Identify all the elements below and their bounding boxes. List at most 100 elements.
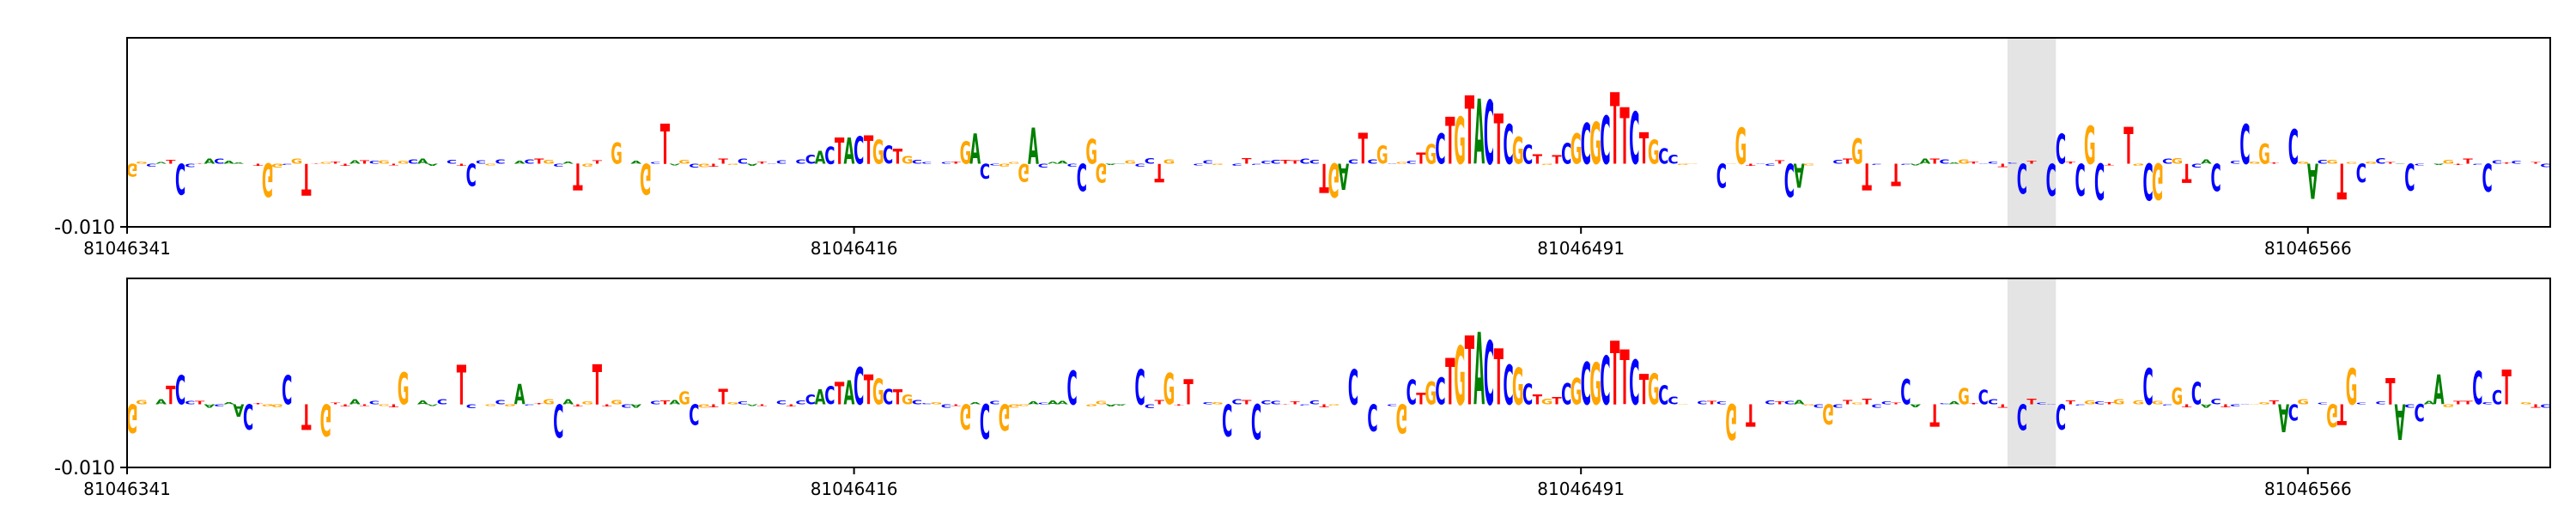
logo-letter-C: C — [1600, 344, 1610, 421]
logo-letter-A: A — [1057, 161, 1069, 165]
logo-letter-C: C — [1251, 393, 1261, 449]
logo-letter-G: G — [2172, 158, 2184, 167]
logo-letter-T: T — [166, 159, 176, 165]
logo-letter-A: A — [2423, 400, 2434, 406]
logo-letter-T: T — [893, 385, 903, 409]
logo-letter-G: G — [2249, 162, 2261, 165]
logo-letter-A: A — [1473, 314, 1485, 429]
logo-letter-G: G — [1008, 403, 1020, 409]
logo-letter-T: T — [311, 163, 320, 164]
logo-letter-A: A — [2201, 158, 2212, 166]
logo-letter-C: C — [1988, 161, 1998, 164]
logo-letter-G: G — [543, 399, 555, 406]
logo-letter-G: G — [2249, 404, 2261, 405]
logo-letter-T: T — [1242, 157, 1251, 166]
logo-letter-A: A — [2433, 163, 2445, 165]
logo-letter-G: G — [698, 403, 710, 408]
logo-letter-G: G — [1589, 352, 1601, 418]
logo-letter-T: T — [1930, 158, 1940, 166]
logo-letter-G: G — [504, 404, 516, 407]
logo-letter-C: C — [824, 383, 835, 411]
logo-letter-C: C — [689, 397, 699, 430]
logo-letter-A: A — [1794, 399, 1805, 406]
logo-letter-C: C — [1348, 159, 1358, 166]
logo-letter-A: A — [630, 403, 641, 408]
logo-letter-A: A — [844, 375, 855, 413]
axes-frame — [126, 278, 2551, 468]
logo-letter-A: A — [1105, 163, 1117, 165]
logo-letter-A: A — [562, 162, 574, 165]
logo-letter-A: A — [815, 149, 826, 168]
logo-letter-T: T — [573, 155, 582, 198]
logo-letter-A: A — [2201, 403, 2212, 408]
logo-letter-A: A — [747, 404, 759, 406]
logo-letter-T: T — [951, 161, 961, 164]
logo-letter-T: T — [660, 400, 671, 406]
logo-letter-C: C — [369, 160, 380, 164]
logo-letter-T: T — [719, 158, 729, 166]
logo-letter-G: G — [291, 158, 303, 167]
axes-frame — [126, 37, 2551, 228]
logo-letter-C: C — [2210, 398, 2221, 406]
highlight-region — [2007, 38, 2057, 227]
logo-letter-G: G — [1735, 119, 1747, 177]
logo-letter-T: T — [1891, 156, 1900, 192]
logo-letter-C: C — [466, 156, 477, 192]
logo-letter-A: A — [417, 399, 428, 406]
logo-letter-T: T — [1998, 403, 2008, 408]
logo-letter-G: G — [1571, 127, 1583, 174]
logo-letter-C: C — [1871, 403, 1881, 409]
x-tick-label: 81046341 — [83, 238, 171, 259]
logo-letter-C: C — [1203, 402, 1213, 406]
logo-letter-C: C — [1900, 373, 1911, 413]
logo-letter-C: C — [2404, 155, 2415, 198]
logo-letter-T: T — [195, 400, 205, 406]
logo-letter-C: C — [1231, 399, 1242, 406]
logo-letter-G: G — [1454, 105, 1466, 180]
logo-letter-C: C — [1231, 163, 1242, 167]
logo-letter-C: C — [1145, 403, 1155, 409]
logo-letter-C: C — [2191, 376, 2202, 412]
logo-letter-T: T — [253, 163, 264, 167]
logo-letter-C: C — [2288, 399, 2299, 424]
logo-letter-C: C — [2007, 162, 2017, 164]
logo-letter-C: C — [1203, 160, 1213, 165]
logo-letter-A: A — [815, 385, 826, 409]
logo-letter-A: A — [969, 402, 981, 406]
logo-letter-G: G — [1212, 401, 1224, 405]
logo-letter-C: C — [980, 393, 990, 449]
logo-letter-A: A — [514, 380, 526, 412]
logo-letter-C: C — [2511, 160, 2521, 164]
logo-letter-A: A — [1920, 158, 1932, 166]
logo-letter-C: C — [2142, 359, 2153, 418]
logo-letter-C: C — [1697, 400, 1707, 406]
logo-letter-C: C — [1348, 360, 1358, 416]
logo-letter-G: G — [1396, 162, 1408, 164]
logo-letter-A: A — [204, 403, 216, 408]
logo-letter-G: G — [678, 159, 690, 165]
logo-letter-C: C — [2239, 113, 2250, 177]
logo-letter-T: T — [2269, 162, 2279, 164]
logo-letter-G: G — [1589, 111, 1601, 178]
logo-letter-T: T — [1533, 151, 1543, 167]
logo-letter-T: T — [2026, 399, 2036, 407]
logo-letter-C: C — [1668, 395, 1678, 407]
logo-letter-G: G — [1212, 163, 1224, 165]
logo-letter-G: G — [2258, 401, 2270, 406]
logo-letter-C: C — [2094, 400, 2105, 405]
logo-letter-C: C — [2482, 155, 2493, 199]
logo-letter-A: A — [1028, 119, 1039, 177]
logo-letter-C: C — [2017, 395, 2027, 436]
logo-letter-C: C — [1387, 163, 1397, 164]
logo-letter-C: C — [2540, 403, 2550, 408]
logo-letter-G: G — [2084, 116, 2096, 177]
logo-letter-A: A — [562, 399, 574, 406]
logo-letter-G: G — [136, 399, 148, 406]
logo-letter-G: G — [1328, 404, 1340, 406]
logo-letter-T: T — [1891, 403, 1900, 406]
logo-letter-G: G — [611, 137, 623, 171]
logo-letter-T: T — [893, 144, 903, 168]
logo-letter-T: T — [457, 163, 467, 167]
